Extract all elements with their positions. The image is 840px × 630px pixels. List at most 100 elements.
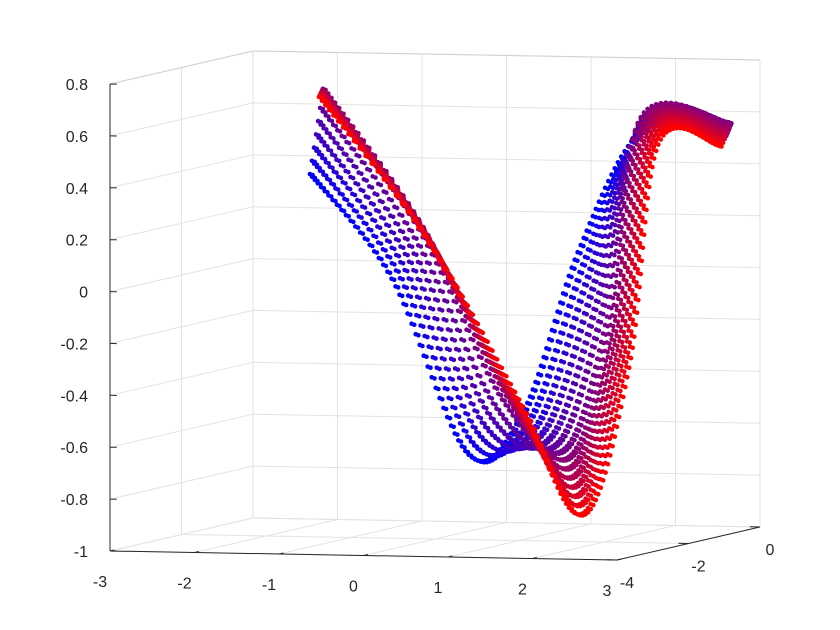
data-point bbox=[610, 346, 615, 352]
data-point bbox=[360, 231, 366, 236]
data-point bbox=[429, 345, 434, 351]
data-point bbox=[403, 302, 409, 308]
data-point bbox=[641, 175, 646, 181]
data-point bbox=[524, 411, 530, 417]
data-point bbox=[615, 292, 621, 298]
data-point bbox=[630, 214, 635, 219]
data-point bbox=[622, 345, 628, 350]
data-point bbox=[601, 366, 607, 372]
z-tick-label: 0.2 bbox=[66, 233, 88, 250]
data-point bbox=[551, 434, 556, 439]
data-point bbox=[570, 419, 576, 424]
data-point bbox=[548, 437, 554, 442]
data-point bbox=[621, 273, 626, 279]
data-point bbox=[616, 334, 622, 340]
data-point bbox=[619, 225, 624, 230]
data-point bbox=[390, 214, 396, 220]
data-point bbox=[355, 182, 361, 187]
data-point bbox=[617, 308, 622, 314]
data-point bbox=[400, 213, 405, 218]
data-point bbox=[530, 395, 536, 400]
data-point bbox=[571, 325, 577, 331]
data-point bbox=[632, 189, 638, 195]
data-point bbox=[650, 164, 655, 170]
x-tick-label: -2 bbox=[177, 576, 191, 593]
data-point bbox=[396, 194, 402, 200]
data-point bbox=[607, 420, 612, 425]
data-point bbox=[444, 318, 449, 323]
data-point bbox=[412, 322, 417, 328]
data-point bbox=[408, 294, 414, 300]
data-point bbox=[579, 392, 585, 398]
data-point bbox=[572, 354, 577, 360]
data-point bbox=[591, 381, 597, 387]
data-point bbox=[439, 308, 445, 313]
data-point bbox=[341, 208, 347, 214]
data-point bbox=[645, 170, 651, 175]
data-point bbox=[408, 312, 413, 318]
data-point bbox=[487, 371, 492, 377]
data-point bbox=[458, 439, 464, 444]
data-point bbox=[598, 291, 604, 297]
data-point bbox=[631, 231, 637, 237]
data-point bbox=[611, 417, 617, 423]
data-point bbox=[643, 219, 648, 225]
data-point bbox=[347, 186, 353, 192]
data-point bbox=[627, 180, 632, 186]
data-point bbox=[638, 198, 644, 204]
data-point bbox=[386, 223, 392, 229]
data-point bbox=[566, 283, 571, 288]
data-point bbox=[364, 221, 369, 227]
data-point bbox=[539, 396, 545, 402]
data-point bbox=[636, 253, 642, 259]
data-point bbox=[583, 410, 588, 416]
data-point bbox=[564, 409, 569, 415]
data-point bbox=[634, 236, 640, 241]
data-point bbox=[349, 203, 355, 208]
data-point bbox=[594, 307, 599, 313]
data-point bbox=[720, 140, 726, 145]
data-point bbox=[414, 236, 419, 241]
data-point bbox=[618, 349, 623, 354]
data-point bbox=[374, 250, 380, 255]
data-point bbox=[354, 209, 360, 214]
data-point bbox=[626, 222, 631, 228]
data-point bbox=[478, 415, 484, 421]
data-point bbox=[610, 215, 615, 221]
grid-line bbox=[181, 534, 689, 544]
z-tick-label: -0.2 bbox=[60, 336, 88, 353]
data-point bbox=[478, 374, 483, 379]
data-point bbox=[603, 358, 609, 364]
data-point bbox=[626, 252, 632, 258]
data-point bbox=[541, 364, 546, 370]
data-point bbox=[617, 218, 622, 224]
grid-line bbox=[252, 517, 761, 528]
data-point bbox=[727, 125, 732, 131]
data-point bbox=[496, 407, 502, 413]
data-point bbox=[528, 419, 534, 424]
data-point bbox=[455, 367, 461, 372]
data-point bbox=[338, 120, 344, 125]
data-point bbox=[640, 215, 645, 220]
data-point bbox=[632, 262, 638, 267]
data-point bbox=[634, 206, 639, 211]
data-point bbox=[597, 243, 603, 248]
data-point bbox=[436, 386, 441, 392]
data-point bbox=[465, 347, 471, 353]
data-point bbox=[430, 306, 436, 312]
data-point bbox=[641, 232, 647, 238]
data-point bbox=[543, 410, 549, 416]
data-point bbox=[621, 394, 626, 400]
data-point bbox=[556, 376, 562, 381]
data-point bbox=[582, 320, 587, 326]
data-point bbox=[475, 321, 481, 327]
data-point bbox=[559, 368, 564, 373]
data-point bbox=[586, 497, 591, 503]
box-edge bbox=[109, 50, 254, 85]
data-point bbox=[440, 289, 446, 295]
data-point bbox=[440, 396, 445, 402]
data-point bbox=[596, 328, 602, 334]
data-point bbox=[628, 300, 634, 306]
data-point bbox=[604, 373, 610, 378]
data-point bbox=[613, 392, 618, 397]
